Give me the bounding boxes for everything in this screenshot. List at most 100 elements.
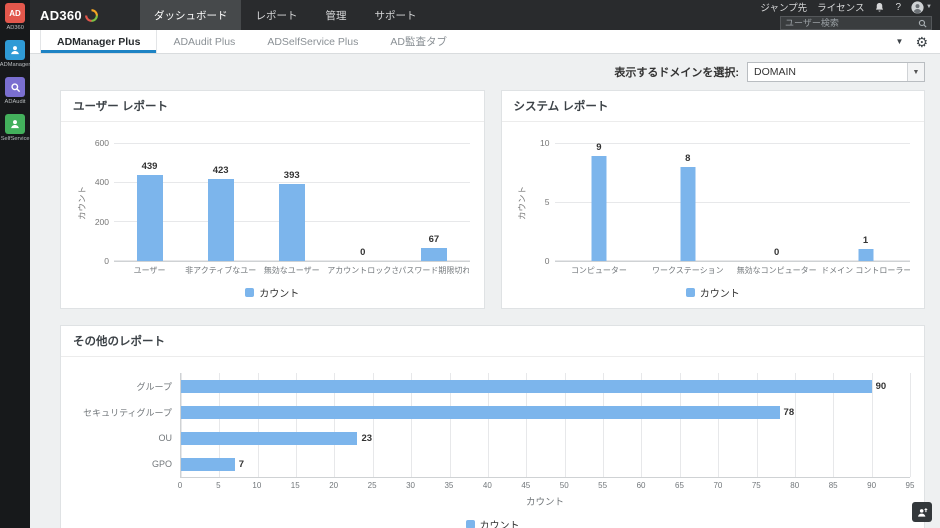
gridline <box>526 373 528 477</box>
legend[interactable]: カウント <box>75 285 470 300</box>
x-tick-label: 50 <box>559 481 569 490</box>
gridline <box>296 373 298 477</box>
ad360-app-icon: AD <box>5 3 25 23</box>
nav-tab-admin[interactable]: 管理 <box>325 9 347 22</box>
x-tick-label: 65 <box>675 481 684 490</box>
tab-adaudit-plus[interactable]: ADAudit Plus <box>173 35 236 48</box>
gridline <box>257 373 259 477</box>
legend[interactable]: カウント <box>516 285 911 300</box>
y-axis: 0 5 10 <box>529 138 555 266</box>
x-tick-label: 60 <box>636 481 646 490</box>
x-tick-label: 無効なユーザー <box>263 266 320 275</box>
scroll-top-button[interactable] <box>912 502 932 522</box>
bar-value-label: 8 <box>685 153 691 165</box>
tab-ad-audit-tab[interactable]: AD監査タブ <box>390 36 447 48</box>
sidebar-item-adaudit[interactable]: ADAudit <box>0 77 30 105</box>
bar-value-label: 7 <box>238 458 244 470</box>
jump-to-link[interactable]: ジャンプ先 <box>760 3 808 14</box>
logo-text: AD360 <box>40 7 82 23</box>
help-icon[interactable]: ? <box>895 1 902 13</box>
search-input[interactable] <box>785 18 918 28</box>
y-tick-label: 0 <box>544 256 550 266</box>
gridline <box>554 143 910 144</box>
other-reports-chart: グループ セキュリティグループ OU GPO 90 78 23 7 0 5 10 15 20 25 30… <box>75 373 914 528</box>
search-box <box>780 16 932 30</box>
panel-user-reports: ユーザー レポート カウント 0 200 400 600 439 423 393 0 67 ユ… <box>60 90 485 309</box>
ad360-logo: AD360 <box>40 8 98 23</box>
bar-value-label: 0 <box>774 247 780 258</box>
sidebar-item-label: ADAudit <box>4 99 26 105</box>
topbar-right: ジャンプ先 ライセンス ? ▼ <box>760 0 932 30</box>
x-tick-label: 40 <box>482 481 492 490</box>
legend-swatch <box>685 288 695 297</box>
nav-tab-dashboard[interactable]: ダッシュボード <box>139 0 242 30</box>
bar-value-label: 393 <box>283 170 300 182</box>
sidebar-item-ad360[interactable]: AD AD360 <box>0 3 30 31</box>
chart-column: 67 <box>398 144 469 261</box>
gridline <box>718 373 720 477</box>
sidebar-item-label: SelfService <box>0 136 30 142</box>
app-rail: AD AD360 ADManager ADAudit SelfService <box>0 0 30 528</box>
sidebar-item-admanager[interactable]: ADManager <box>0 40 30 68</box>
gridline <box>756 373 758 477</box>
y-axis-title: カウント <box>76 185 87 221</box>
x-tick-label: 10 <box>252 481 262 490</box>
sidebar-item-selfservice[interactable]: SelfService <box>0 114 30 142</box>
bar-value-label: 78 <box>783 406 795 418</box>
search-icon[interactable] <box>918 19 927 28</box>
chevron-down-icon[interactable]: ▼ <box>895 37 904 46</box>
gridline <box>487 373 489 477</box>
sidebar-item-label: AD360 <box>6 25 24 31</box>
gridline <box>603 373 605 477</box>
x-tick-label: ドメイン コントローラー <box>821 266 910 275</box>
panel-title: システム レポート <box>501 91 924 122</box>
bar[interactable] <box>181 405 780 419</box>
x-tick-label: ワークステーション <box>652 266 724 275</box>
y-category-label: OU <box>158 433 173 443</box>
chart-column: 393 <box>256 144 327 261</box>
y-tick-label: 600 <box>94 138 109 148</box>
chart-column: 423 <box>185 144 256 261</box>
domain-selector-row: 表示するドメインを選択: DOMAIN ▼ <box>60 62 925 82</box>
panel-body: グループ セキュリティグループ OU GPO 90 78 23 7 0 5 10 15 20 25 30… <box>61 357 924 528</box>
top-panels-row: ユーザー レポート カウント 0 200 400 600 439 423 393 0 67 ユ… <box>60 90 925 309</box>
legend-swatch <box>245 288 255 297</box>
tab-admanager-plus[interactable]: ADManager Plus <box>40 30 158 53</box>
x-tick-label: 80 <box>790 481 800 490</box>
topbar: AD360 ダッシュボード レポート 管理 サポート ジャンプ先 ライセンス ?… <box>30 0 940 30</box>
tab-adselfservice-plus[interactable]: ADSelfService Plus <box>267 35 359 48</box>
license-link[interactable]: ライセンス <box>817 3 865 14</box>
bar[interactable] <box>181 379 872 393</box>
bar[interactable] <box>181 431 358 445</box>
user-menu-button[interactable]: ▼ <box>911 0 932 14</box>
panel-system-reports: システム レポート カウント 0 5 10 9 8 0 1 コンピューター ワークステーショ… <box>500 90 925 309</box>
bar[interactable] <box>680 167 696 261</box>
gridline <box>641 373 643 477</box>
gridline <box>871 373 873 477</box>
domain-select[interactable]: DOMAIN ▼ <box>747 62 925 82</box>
nav-tab-support[interactable]: サポート <box>374 9 417 22</box>
bar[interactable] <box>858 249 874 261</box>
panel-other-reports: その他のレポート グループ セキュリティグループ OU GPO 90 78 23 7 0 5 1… <box>60 325 925 528</box>
bar[interactable] <box>591 155 607 261</box>
legend[interactable]: カウント <box>75 517 910 528</box>
chart-column: 0 <box>732 144 821 261</box>
gear-icon[interactable]: ⚙ <box>915 33 928 50</box>
product-tab-bar: ADManager Plus ADAudit Plus ADSelfServic… <box>30 30 940 54</box>
bell-icon[interactable] <box>874 2 885 13</box>
bar[interactable] <box>278 184 305 261</box>
y-tick-label: 0 <box>104 256 109 266</box>
bar[interactable] <box>207 178 234 261</box>
bar-value-label: 1 <box>862 235 869 247</box>
bar-value-label: 0 <box>360 247 366 258</box>
legend-label: カウント <box>479 521 520 528</box>
bar[interactable] <box>420 247 447 261</box>
nav-tab-reports[interactable]: レポート <box>255 9 298 22</box>
gridline <box>554 260 910 261</box>
y-tick-label: 10 <box>540 138 550 148</box>
bar[interactable] <box>181 457 235 471</box>
chart-column: 9 <box>555 142 644 261</box>
main-nav: ダッシュボード レポート 管理 サポート <box>139 0 431 30</box>
bar[interactable] <box>136 175 163 261</box>
gridline <box>449 373 451 477</box>
